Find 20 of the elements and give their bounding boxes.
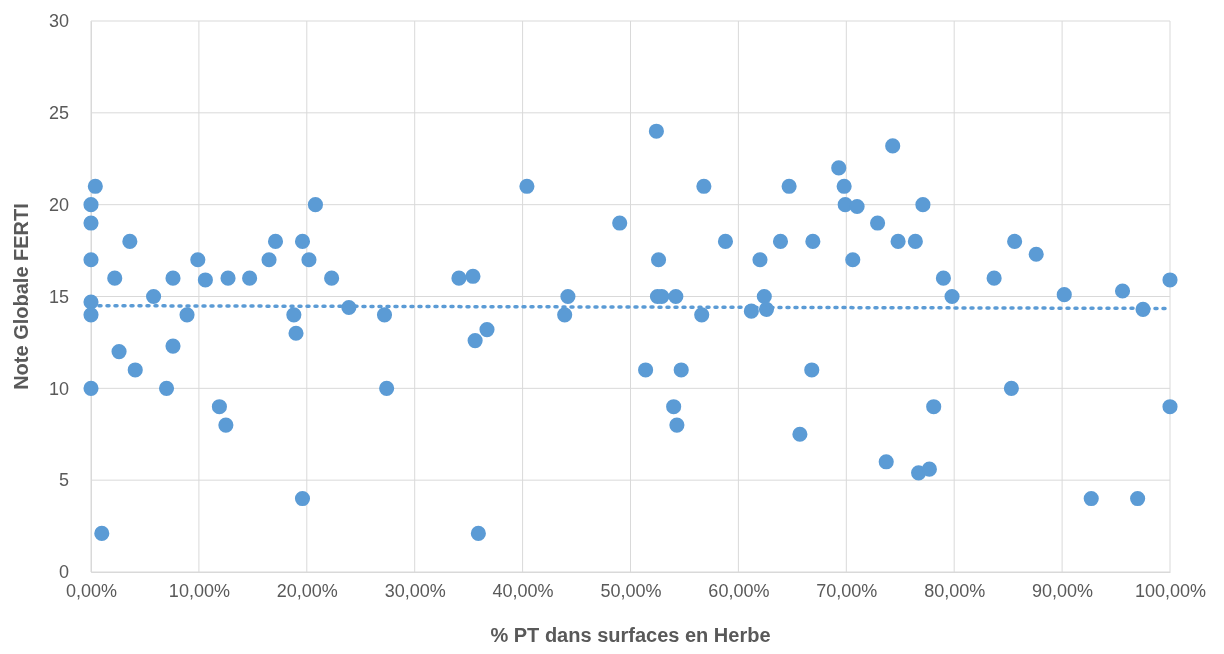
y-axis-title: Note Globale FERTI <box>10 203 32 390</box>
x-axis-title: % PT dans surfaces en Herbe <box>490 624 771 646</box>
y-tick-label: 15 <box>48 286 69 307</box>
x-tick-label: 0,00% <box>65 580 118 601</box>
x-tick-label: 80,00% <box>924 580 986 601</box>
x-tick-label: 30,00% <box>384 580 446 601</box>
y-tick-label: 25 <box>48 103 69 124</box>
x-tick-label: 90,00% <box>1032 580 1094 601</box>
x-tick-label: 100,00% <box>1134 580 1207 601</box>
y-tick-label: 0 <box>58 562 69 583</box>
y-tick-label: 20 <box>48 194 69 215</box>
y-tick-label: 10 <box>48 378 69 399</box>
x-tick-label: 50,00% <box>600 580 662 601</box>
x-tick-label: 40,00% <box>492 580 554 601</box>
x-tick-label: 10,00% <box>168 580 230 601</box>
x-tick-label: 20,00% <box>276 580 338 601</box>
x-tick-label: 70,00% <box>816 580 878 601</box>
y-tick-label: 5 <box>58 470 69 491</box>
x-tick-label: 60,00% <box>708 580 770 601</box>
y-tick-label: 30 <box>48 11 69 32</box>
